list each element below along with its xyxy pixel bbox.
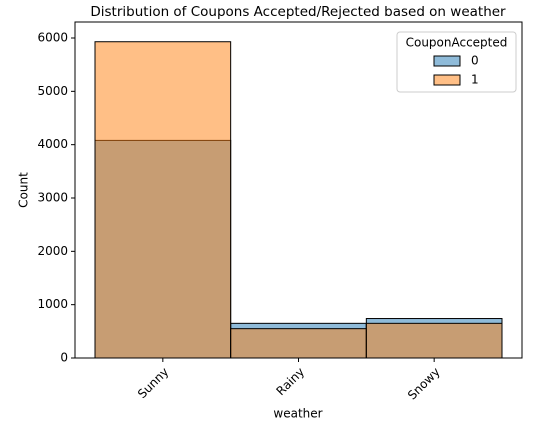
legend-label: 1 <box>471 73 479 87</box>
bar <box>230 328 367 359</box>
x-tick-label: Snowy <box>405 365 443 403</box>
chart-title: Distribution of Coupons Accepted/Rejecte… <box>90 4 506 20</box>
legend-swatch <box>433 74 461 86</box>
y-tick-label: 4000 <box>37 137 68 151</box>
legend-swatch <box>433 55 461 67</box>
y-tick-label: 1000 <box>37 297 68 311</box>
y-tick-label: 5000 <box>37 84 68 98</box>
y-tick-label: 3000 <box>37 191 68 205</box>
y-tick-label: 0 <box>60 351 68 365</box>
plot-frame <box>74 21 523 359</box>
legend-label: 0 <box>471 54 479 68</box>
y-tick-label: 6000 <box>37 31 68 45</box>
y-axis-label: Count <box>17 172 31 208</box>
x-tick-label: Rainy <box>274 365 308 399</box>
legend-title: CouponAccepted <box>406 36 508 50</box>
y-tick-label: 2000 <box>37 244 68 258</box>
bar <box>365 322 503 359</box>
bar <box>94 41 232 359</box>
x-tick-label: Sunny <box>135 365 171 401</box>
x-axis-label: weather <box>273 407 322 421</box>
